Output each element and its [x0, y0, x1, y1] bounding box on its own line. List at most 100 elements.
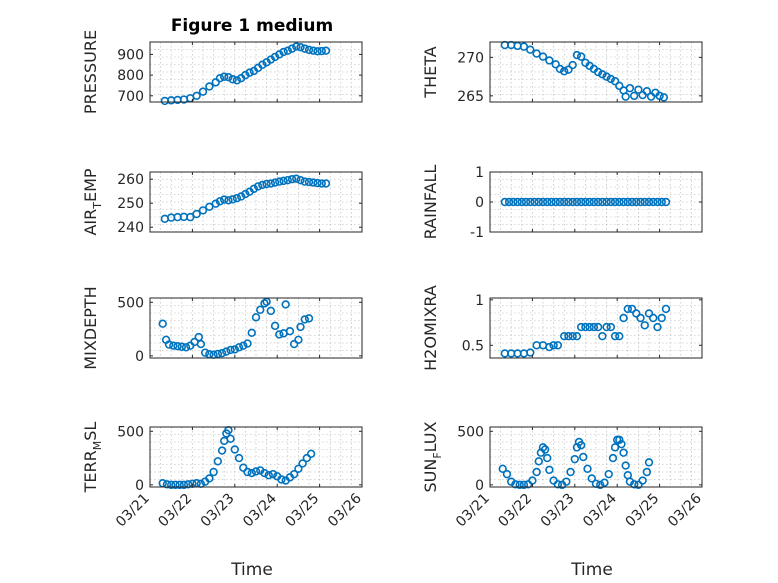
- data-point: [610, 443, 620, 452]
- data-point: [615, 331, 624, 341]
- data-point: [281, 300, 290, 309]
- data-point: [642, 87, 652, 96]
- data-point: [572, 331, 582, 341]
- y-axis-label: PRESSURE: [81, 30, 100, 114]
- data-point: [275, 330, 284, 339]
- data-point: [619, 197, 628, 207]
- data-point: [285, 327, 295, 336]
- data-point: [619, 448, 628, 457]
- data-point: [171, 480, 180, 490]
- data-point: [661, 197, 671, 207]
- data-point: [232, 76, 242, 85]
- y-tick-label: 500: [117, 295, 144, 311]
- data-point: [239, 341, 248, 350]
- data-point: [634, 480, 643, 490]
- data-point: [644, 197, 654, 207]
- data-point: [217, 348, 227, 358]
- data-point: [296, 42, 305, 52]
- data-point: [511, 480, 520, 489]
- data-point: [589, 322, 599, 332]
- y-tick-label: 800: [117, 68, 144, 84]
- data-point: [545, 465, 554, 475]
- data-point: [321, 46, 331, 55]
- data-point: [230, 445, 240, 454]
- y-tick-label: 1: [475, 293, 484, 309]
- data-point: [602, 197, 611, 207]
- data-point: [249, 184, 259, 194]
- data-point: [543, 453, 552, 463]
- data-point: [593, 197, 603, 207]
- data-point: [220, 195, 229, 204]
- data-series: [500, 304, 671, 358]
- data-point: [598, 331, 607, 341]
- data-point: [266, 306, 276, 316]
- y-tick-label: 0.5: [462, 338, 484, 354]
- data-point: [289, 469, 299, 479]
- figure-title: Figure 1 medium: [171, 16, 333, 36]
- data-point: [632, 309, 641, 318]
- y-axis-label: SUNFLUX: [421, 421, 444, 492]
- data-point: [306, 449, 316, 458]
- data-point: [321, 179, 331, 188]
- data-point: [270, 178, 280, 187]
- data-point: [183, 480, 193, 489]
- data-point: [253, 182, 263, 191]
- data-point: [515, 480, 524, 490]
- data-point: [549, 341, 558, 350]
- data-point: [509, 197, 518, 207]
- data-point: [629, 91, 639, 101]
- y-tick-label: 900: [117, 47, 144, 63]
- data-point: [230, 345, 240, 354]
- data-point: [559, 331, 569, 341]
- x-axis-label: Time: [230, 560, 273, 580]
- data-point: [640, 197, 649, 207]
- data-point: [564, 65, 573, 74]
- data-point: [621, 92, 630, 101]
- data-point: [564, 197, 573, 207]
- data-point: [521, 197, 531, 207]
- data-point: [532, 467, 541, 477]
- y-axis-label: AIRTEMP: [81, 168, 104, 235]
- data-point: [173, 342, 182, 351]
- data-point: [289, 339, 299, 349]
- axes-box: [149, 297, 363, 359]
- data-point: [545, 56, 554, 65]
- data-point: [532, 49, 541, 58]
- data-point: [566, 467, 575, 477]
- y-tick-label: 500: [117, 424, 144, 440]
- data-point: [243, 467, 252, 477]
- data-point: [568, 197, 577, 207]
- data-series: [498, 435, 654, 490]
- data-point: [243, 339, 252, 348]
- data-point: [309, 178, 318, 187]
- y-axis-label: H2OMIXRA: [421, 285, 440, 371]
- data-point: [576, 322, 586, 332]
- data-point: [585, 197, 594, 207]
- data-point: [551, 197, 560, 207]
- data-point: [562, 477, 571, 486]
- data-point: [226, 345, 235, 355]
- data-point: [304, 314, 314, 323]
- data-point: [177, 342, 187, 351]
- data-point: [192, 91, 201, 100]
- data-series: [158, 297, 314, 359]
- y-tick-label: 250: [117, 196, 144, 212]
- x-axis-label: Time: [570, 560, 613, 580]
- subplot-2: 265 270 THETA: [421, 40, 703, 105]
- data-point: [234, 453, 244, 463]
- data-point: [657, 197, 666, 207]
- data-point: [239, 463, 248, 472]
- data-point: [568, 331, 577, 341]
- data-point: [545, 342, 554, 352]
- y-tick-label: 0: [475, 478, 484, 494]
- data-point: [256, 305, 265, 314]
- data-point: [264, 471, 273, 480]
- data-point: [196, 339, 206, 349]
- data-point: [519, 42, 529, 51]
- data-point: [559, 67, 569, 76]
- y-axis-label: MIXDEPTH: [81, 286, 100, 369]
- data-point: [262, 179, 271, 189]
- data-point: [258, 180, 267, 190]
- data-point: [292, 42, 301, 51]
- data-point: [543, 197, 552, 207]
